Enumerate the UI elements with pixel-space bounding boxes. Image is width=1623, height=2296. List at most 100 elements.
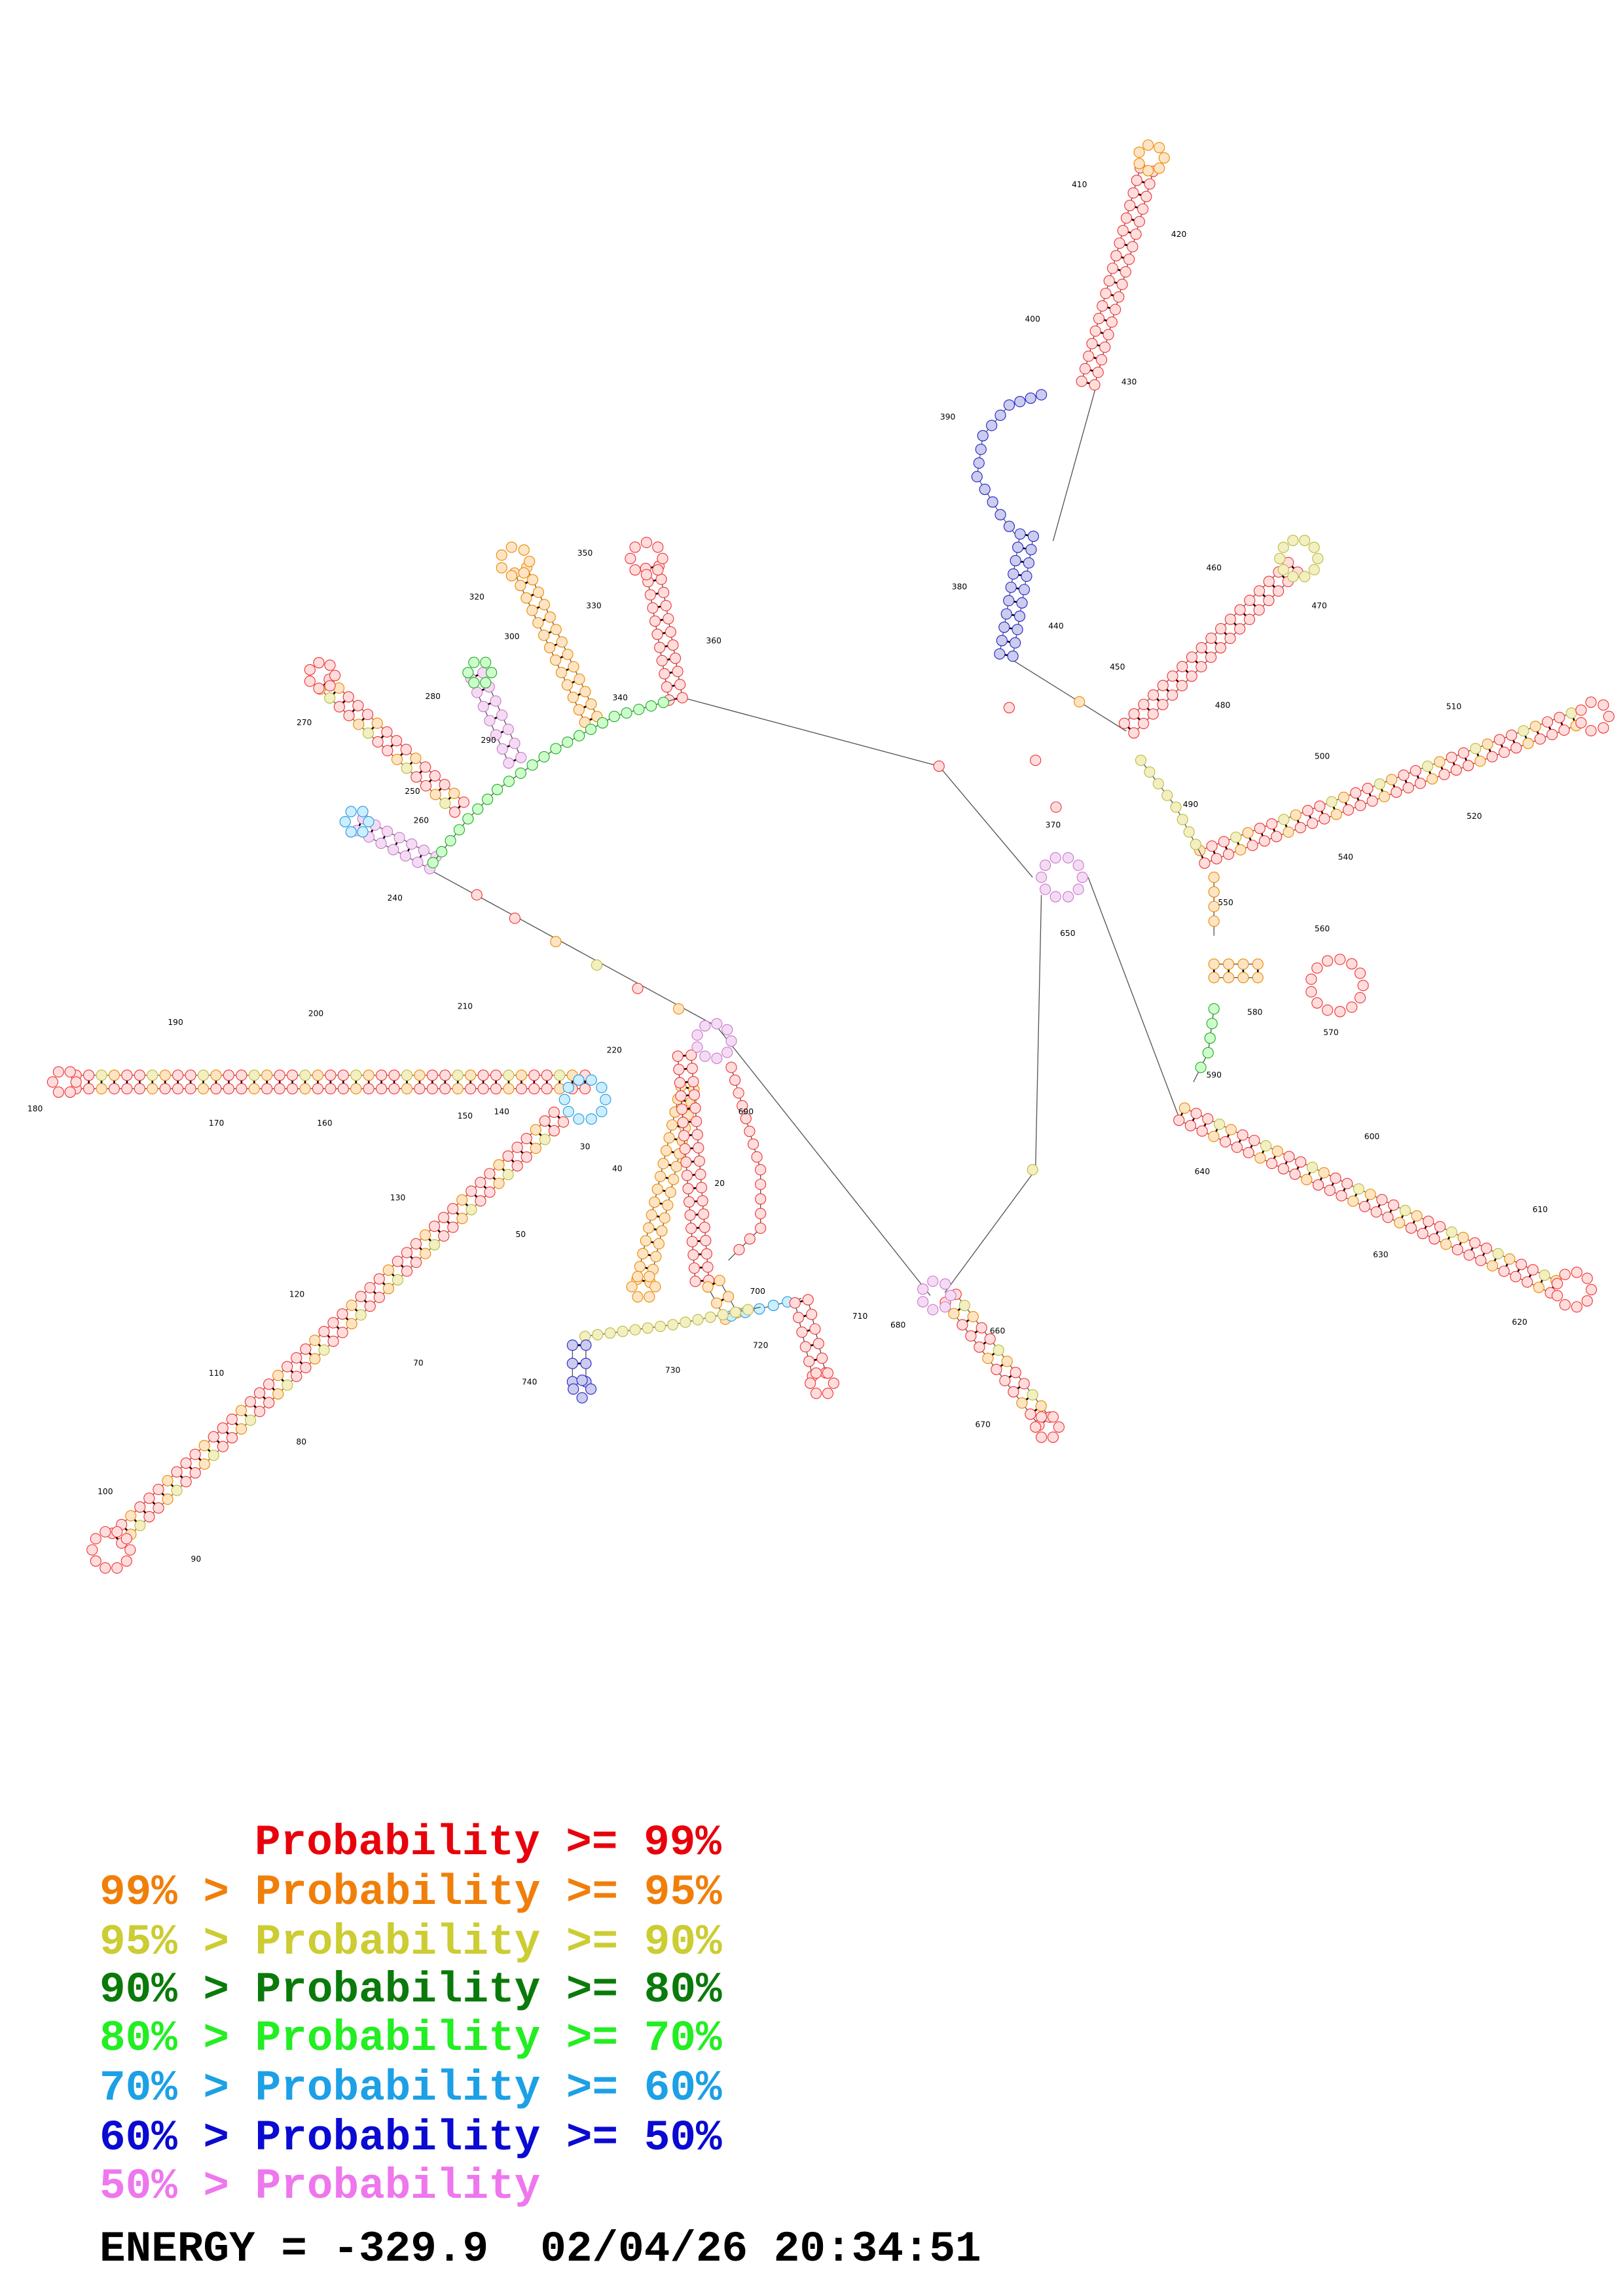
nucleotide [324,692,336,704]
nucleotide [410,1238,422,1250]
nucleotide [649,615,661,627]
nucleotide [171,1484,183,1496]
nucleotide [261,1069,273,1081]
backbone [687,698,1033,878]
nucleotide [1035,1400,1047,1412]
nucleotide [1003,520,1015,532]
nucleotide [486,667,498,679]
nucleotide [439,1083,451,1095]
nucleotide [1469,1237,1481,1249]
nucleotide [710,1297,723,1309]
nucleotide [520,1132,532,1145]
nucleotide [153,1502,164,1514]
nucleotide [1074,696,1085,708]
nucleotide [685,1223,697,1234]
nucleotide [120,1555,132,1567]
nucleotide [490,695,501,707]
nucleotide [1167,670,1178,682]
nucleotide [1036,1411,1048,1423]
nucleotide [1427,773,1438,785]
nucleotide [579,1083,591,1095]
base-pair [352,709,356,713]
nucleotide [1324,1185,1336,1196]
nucleotide [1158,152,1170,164]
base-pair [253,1405,257,1408]
nucleotide [1144,178,1156,190]
base-pair [1319,1177,1322,1181]
nucleotide [663,613,674,625]
nucleotide [1565,707,1577,719]
nucleotide [462,667,474,679]
nucleotide [372,736,384,748]
nucleotide [1110,250,1122,262]
nucleotide [111,1526,123,1538]
base-pair [465,1203,469,1207]
nucleotide [810,1367,822,1379]
base-pair [1127,231,1131,234]
nucleotide [1603,711,1615,723]
base-pair [1488,749,1491,752]
base-pair [152,1501,156,1505]
nucleotide [1009,637,1021,649]
nucleotide [147,1069,158,1081]
nucleotide [1307,817,1319,829]
nucleotide [1190,838,1201,850]
nucleotide [625,552,636,564]
base-pair [1452,762,1455,766]
nucleotide [566,1357,578,1369]
nucleotide [121,1083,133,1095]
nucleotide [1271,1145,1283,1157]
nucleotide [1154,141,1165,154]
nucleotide [711,1018,723,1030]
nucleotide [1218,836,1230,848]
nucleotide [1290,809,1302,821]
base-pair [669,671,673,674]
position-label: 590 [1207,1070,1222,1079]
nucleotide [1353,1183,1364,1195]
position-label: 570 [1323,1028,1338,1037]
nucleotide [1382,1211,1394,1223]
nucleotide [364,1282,376,1294]
nucleotide [1133,158,1145,170]
nucleotide [503,757,515,769]
base-pair [501,1168,505,1172]
nucleotide [509,912,520,924]
nucleotide [679,1143,691,1155]
nucleotide [100,1526,111,1538]
nucleotide [617,1325,629,1337]
nucleotide [381,726,393,738]
nucleotide [1135,755,1147,766]
nucleotide [502,1169,514,1181]
nucleotide [171,1466,183,1478]
nucleotide [468,656,480,668]
nucleotide [544,641,556,654]
nucleotide [458,796,470,808]
nucleotide [1480,1242,1493,1254]
base-pair [1482,1253,1486,1256]
base-pair [520,1150,524,1154]
nucleotide [1585,1283,1597,1295]
nucleotide [445,834,456,847]
nucleotide [524,556,536,567]
nucleotide [400,744,412,755]
nucleotide [1374,778,1385,790]
nucleotide [496,709,508,721]
base-pair [354,1308,358,1312]
base-pair [1393,784,1396,788]
nucleotide [1178,1102,1191,1114]
base-pair [1166,689,1169,692]
nucleotide [318,1325,330,1338]
legend-entry: 80% > Probability >= 70% [100,2014,722,2063]
nucleotide [1366,795,1378,807]
nucleotide [674,1077,686,1088]
nucleotide [515,767,526,779]
nucleotide [979,484,991,495]
legend-entry: 95% > Probability >= 90% [100,1918,722,1967]
nucleotide [438,1230,450,1242]
nucleotide [1235,844,1247,856]
nucleotide [1208,1003,1220,1015]
nucleotide [515,580,526,592]
base-pair [1357,797,1360,801]
nucleotide [1152,778,1164,790]
base-pair [474,1194,478,1198]
